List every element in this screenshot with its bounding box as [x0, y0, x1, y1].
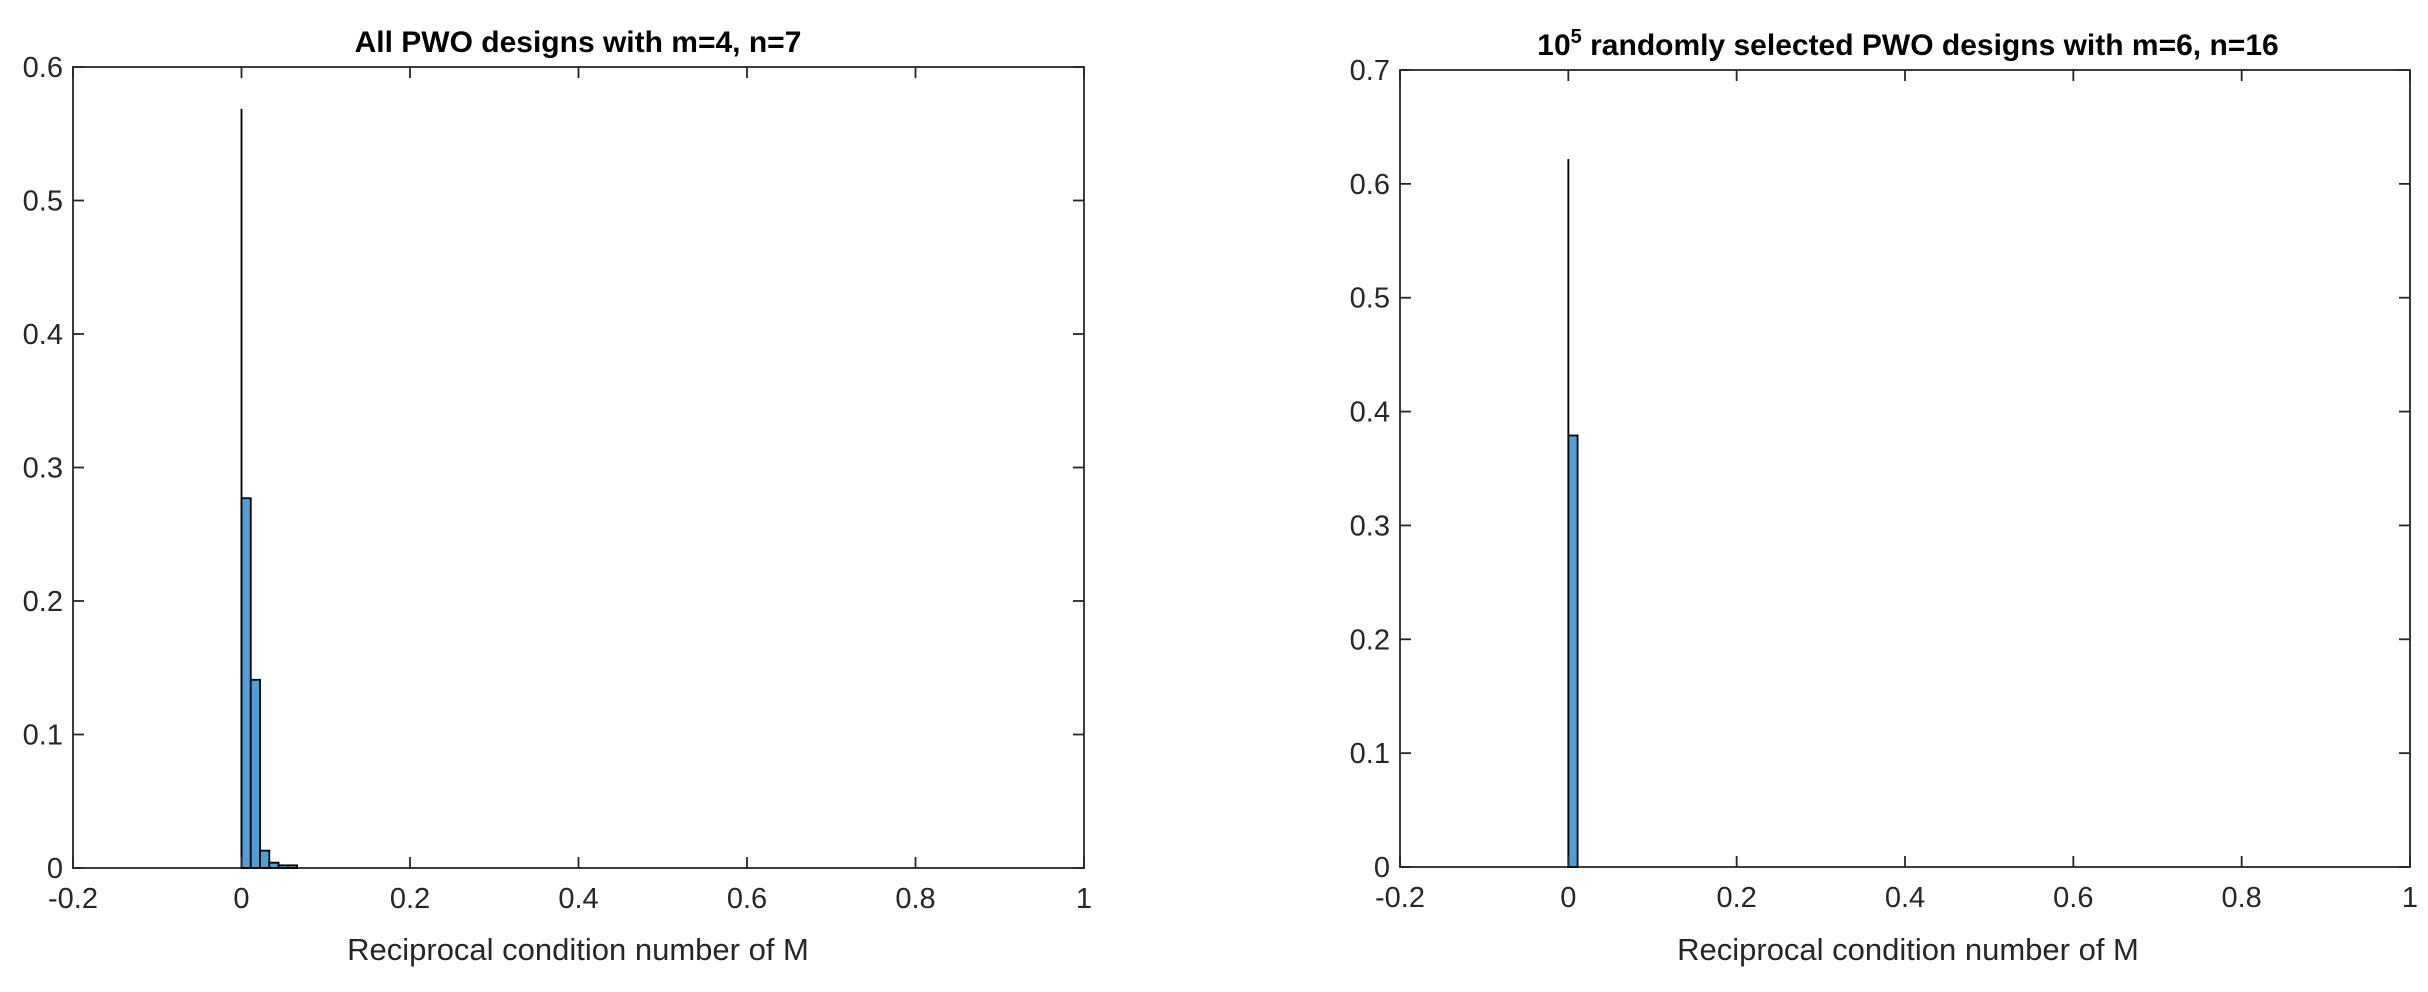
- y-tick-label: 0.1: [23, 720, 63, 752]
- y-tick-label: 0.3: [23, 453, 63, 485]
- axis-ticks: -0.2 0 0.2 0.4 0.6 0.8 100.10.20.30.40.50.6: [23, 52, 1092, 915]
- x-tick-label: 0.6: [727, 883, 767, 915]
- y-tick-label: 0.3: [1350, 510, 1390, 542]
- y-tick-label: 0.5: [23, 186, 63, 218]
- y-tick-label: 0.6: [1350, 169, 1390, 201]
- y-tick-label: 0.2: [1350, 624, 1390, 656]
- histogram-chart-right: 105 randomly selected PWO designs with m…: [1350, 26, 2418, 967]
- histogram-bar: [259, 849, 271, 869]
- y-tick-label: 0.4: [23, 319, 63, 351]
- x-tick-label: 0.2: [390, 883, 430, 915]
- x-tick-label: -0.2: [48, 883, 98, 915]
- y-tick-label: 0.2: [23, 586, 63, 618]
- y-tick-label: 0.4: [1350, 397, 1390, 429]
- histogram-chart-left: All PWO designs with m=4, n=7 -0.2 0 0.2 0.…: [23, 26, 1092, 967]
- x-tick-label: 1: [1076, 883, 1092, 915]
- x-tick-label: 0.4: [1885, 882, 1925, 914]
- histogram-bar: [249, 678, 261, 869]
- y-tick-label: 0.5: [1350, 283, 1390, 315]
- x-tick-label: -0.2: [1375, 882, 1425, 914]
- histogram-bar: [277, 864, 289, 869]
- x-tick-label: 0: [1560, 882, 1576, 914]
- histogram-bar: [1567, 434, 1579, 868]
- x-tick-label: 0.8: [2222, 882, 2262, 914]
- chart-title: 105 randomly selected PWO designs with m…: [1537, 26, 2278, 62]
- x-tick-label: 0.4: [558, 883, 598, 915]
- x-axis-label: Reciprocal condition number of M: [1677, 932, 2139, 967]
- axis-ticks: -0.2 0 0.2 0.4 0.6 0.8 100.10.20.30.40.50.60.7: [1350, 55, 2418, 914]
- y-tick-label: 0.6: [23, 52, 63, 84]
- x-tick-label: 0.6: [2053, 882, 2093, 914]
- plot-area: [72, 66, 1085, 869]
- y-tick-label: 0: [47, 853, 63, 885]
- histogram-bar: [240, 497, 252, 869]
- histogram-bar: [268, 861, 280, 869]
- histogram-bar: [286, 864, 299, 869]
- y-tick-label: 0: [1374, 852, 1390, 884]
- x-tick-label: 0.2: [1717, 882, 1757, 914]
- x-tick-label: 1: [2402, 882, 2418, 914]
- y-tick-label: 0.7: [1350, 55, 1390, 87]
- x-tick-label: 0.8: [895, 883, 935, 915]
- x-axis-label: Reciprocal condition number of M: [347, 932, 809, 967]
- title-exponent: 5: [1571, 26, 1582, 48]
- title-rest: randomly selected PWO designs with m=6, …: [1582, 29, 2279, 62]
- x-tick-label: 0: [233, 883, 249, 915]
- chart-title: All PWO designs with m=4, n=7: [355, 26, 802, 59]
- title-base: 10: [1537, 29, 1570, 62]
- y-tick-label: 0.1: [1350, 738, 1390, 770]
- plot-area: [1399, 69, 2411, 868]
